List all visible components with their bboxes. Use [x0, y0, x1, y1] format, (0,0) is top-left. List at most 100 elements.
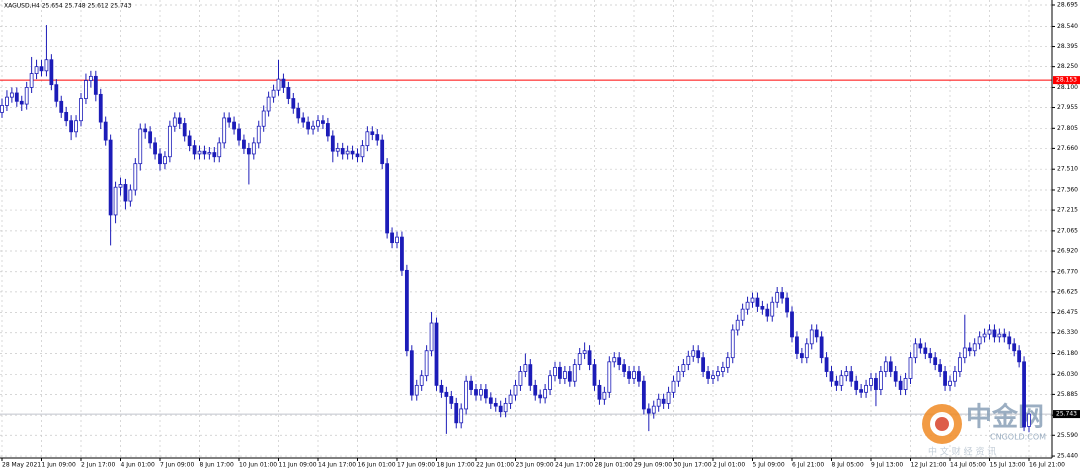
- x-tick-label: 1 Jun 09:00: [42, 462, 76, 469]
- candle-body: [498, 405, 503, 413]
- candle-body: [24, 87, 29, 105]
- candle-body: [903, 378, 908, 390]
- candle-body: [133, 163, 138, 191]
- y-tick-label: 27.955: [1057, 104, 1078, 111]
- y-tick-label: 26.770: [1057, 268, 1078, 275]
- candle-body: [607, 361, 612, 393]
- candle-body: [370, 131, 375, 135]
- candle-body: [167, 125, 172, 158]
- candle-body: [419, 375, 424, 386]
- candle-body: [242, 139, 246, 149]
- candle-body: [1012, 343, 1017, 352]
- candle-body: [202, 150, 207, 155]
- candle-body: [380, 139, 385, 165]
- candle-body: [172, 117, 177, 127]
- candle-body: [350, 150, 355, 155]
- candle-body: [311, 125, 315, 130]
- candle-body: [325, 123, 330, 137]
- candle-body: [281, 78, 286, 88]
- watermark-brand: 中金网: [966, 402, 1044, 433]
- candle-body: [483, 389, 488, 399]
- candle-body: [716, 371, 720, 377]
- x-tick-label: 11 Jun 09:00: [279, 462, 317, 469]
- x-tick-label: 22 Jun 01:00: [476, 462, 514, 469]
- y-tick-label: 26.625: [1057, 288, 1078, 295]
- candle-body: [14, 92, 19, 102]
- candle-body: [720, 366, 725, 372]
- x-tick-label: 28 Jun 01:00: [595, 462, 633, 469]
- candle-body: [98, 93, 103, 123]
- candle-body: [854, 380, 859, 390]
- candle-body: [661, 398, 666, 404]
- y-tick-label: 25.440: [1057, 453, 1078, 460]
- candle-body: [395, 236, 399, 244]
- watermark: 中金网 CNGOLD.COM 中 文 财 经 资 讯: [922, 402, 1046, 458]
- x-tick-label: 14 Jun 17:00: [318, 462, 356, 469]
- candle-body: [1002, 333, 1007, 338]
- candle-body: [390, 232, 394, 244]
- y-tick-label: 27.510: [1057, 166, 1078, 173]
- candle-body: [809, 329, 814, 345]
- candle-body: [74, 120, 78, 133]
- candle-body: [375, 134, 380, 141]
- price-label-box: [1053, 76, 1080, 85]
- watermark-logo: [935, 417, 949, 431]
- candle-body: [799, 353, 804, 359]
- candle-body: [641, 380, 646, 410]
- candle-body: [992, 329, 997, 338]
- candle-body: [829, 371, 834, 382]
- candle-body: [222, 117, 227, 144]
- x-tick-label: 16 Jul 21:00: [1029, 462, 1065, 469]
- candle-body: [29, 73, 34, 88]
- candle-body: [646, 408, 651, 414]
- candle-body: [928, 353, 933, 359]
- candle-body: [893, 371, 898, 382]
- candle-body: [0, 105, 4, 113]
- x-tick-label: 6 Jul 21:00: [792, 462, 824, 469]
- candle-body: [316, 120, 320, 127]
- x-tick-label: 2 Jul 01:00: [713, 462, 745, 469]
- y-tick-label: 27.660: [1057, 145, 1078, 152]
- candle-body: [187, 135, 192, 147]
- candle-body: [913, 343, 918, 359]
- candle-body: [725, 357, 730, 368]
- candle-body: [227, 117, 232, 123]
- candle-body: [444, 391, 449, 397]
- candle-body: [118, 184, 123, 188]
- candle-body: [943, 371, 947, 386]
- candle-body: [671, 380, 676, 393]
- candle-body: [523, 364, 528, 372]
- candle-body: [232, 121, 236, 130]
- x-tick-label: 30 Jun 17:00: [674, 462, 712, 469]
- candle-body: [306, 121, 311, 130]
- candle-body: [735, 319, 740, 331]
- candle-body: [103, 121, 108, 141]
- watermark-tagline: 中 文 财 经 资 讯: [928, 446, 996, 458]
- candle-body: [454, 403, 459, 424]
- candle-body: [439, 384, 444, 393]
- candle-body: [814, 329, 819, 338]
- price-label: 25.743: [1056, 411, 1077, 418]
- x-tick-label: 15 Jul 13:00: [990, 462, 1026, 469]
- candle-body: [834, 380, 839, 386]
- candle-body: [400, 236, 404, 271]
- candle-body: [513, 384, 518, 396]
- candle-body: [88, 75, 93, 81]
- candle-body: [409, 350, 414, 396]
- y-tick-label: 28.395: [1057, 43, 1078, 50]
- candle-body: [923, 347, 928, 354]
- candle-body: [967, 347, 972, 352]
- candle-body: [953, 371, 957, 382]
- candle-body: [711, 375, 715, 379]
- x-tick-label: 8 Jul 05:00: [832, 462, 864, 469]
- x-tick-label: 2 Jun 17:00: [81, 462, 115, 469]
- candle-body: [740, 308, 745, 321]
- candle-body: [804, 343, 809, 359]
- candle-body: [385, 163, 390, 234]
- candle-body: [158, 153, 162, 165]
- candle-body: [459, 408, 464, 424]
- candle-body: [651, 405, 656, 414]
- candle-body: [518, 371, 523, 386]
- candle-body: [321, 120, 325, 124]
- candle-body: [632, 371, 636, 379]
